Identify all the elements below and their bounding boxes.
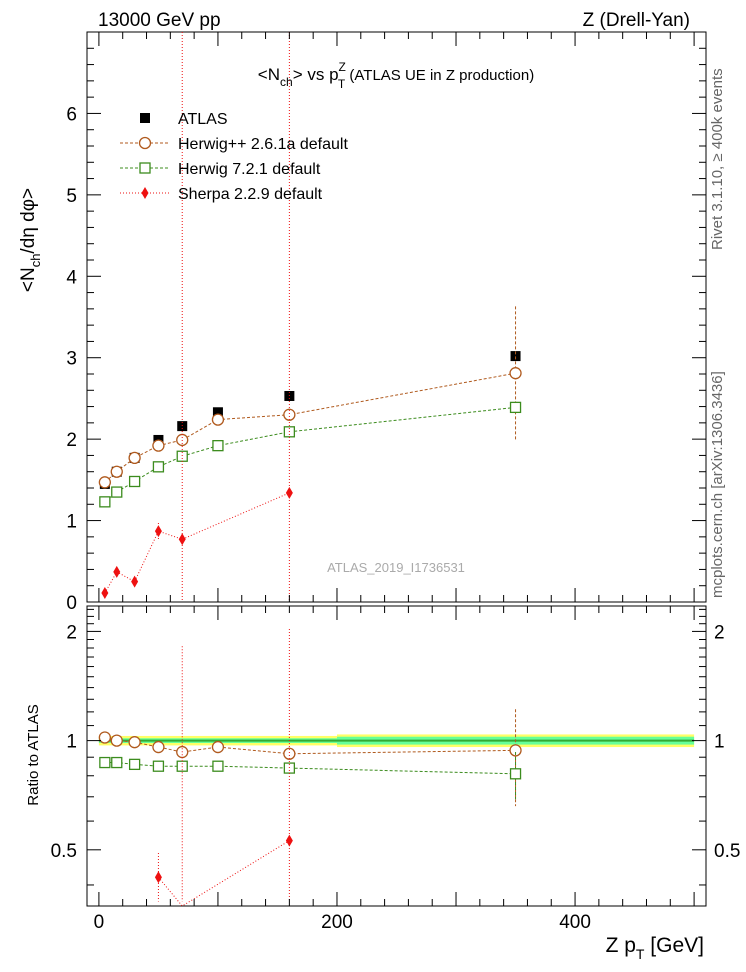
series-line-2 (104, 406, 516, 503)
ratio-ticks: 0 200 400 0.5 0.5 1 1 2 2 (51, 606, 740, 933)
ratio-point (128, 758, 141, 771)
data-point (113, 565, 121, 578)
y-axis-label: <Nch/dη dφ> (18, 188, 43, 292)
data-point (101, 587, 109, 600)
data-point (111, 486, 123, 498)
legend-marker (141, 187, 149, 199)
data-point (177, 421, 188, 432)
data-point (178, 533, 186, 546)
data-point (285, 486, 293, 499)
y-tick-label: 2 (66, 430, 77, 451)
data-point (131, 575, 139, 588)
ratio-layer (98, 629, 695, 907)
main-frame (86, 31, 707, 603)
legend-label: Herwig++ 2.6.1a default (178, 136, 348, 153)
ratio-tick-label-right: 2 (714, 622, 725, 643)
series-line-1 (104, 372, 516, 483)
data-point (110, 465, 123, 478)
watermark: ATLAS_2019_I1736531 (327, 560, 465, 575)
y-tick-label: 5 (66, 186, 77, 207)
chart-title: <Nch> vs pZ T (ATLAS UE in Z production) (258, 60, 534, 91)
ratio-point (98, 731, 112, 744)
data-point (98, 476, 112, 489)
ratio-point (152, 760, 165, 772)
ratio-point (152, 740, 165, 754)
y-tick-label: 0 (66, 593, 77, 614)
data-point (152, 461, 165, 473)
ratio-tick-label: 1 (66, 732, 77, 753)
mcplots-label: mcplots.cern.ch [arXiv:1306.3436] (709, 371, 726, 598)
rivet-label: Rivet 3.1.10, ≥ 400k events (709, 68, 726, 250)
ratio-point (509, 744, 522, 757)
data-point (510, 351, 521, 362)
y-tick-label: 3 (66, 349, 77, 370)
ratio-line-2 (158, 840, 290, 907)
data-point (128, 451, 141, 465)
data-point (154, 525, 162, 538)
legend-label: Herwig 7.2.1 default (178, 161, 321, 178)
ratio-point (212, 760, 224, 772)
ratio-y-label: Ratio to ATLAS (25, 704, 42, 805)
x-tick-label: 400 (559, 912, 591, 933)
x-tick-label: 0 (94, 912, 105, 933)
ratio-frame (86, 605, 707, 907)
legend-label: Sherpa 2.2.9 default (178, 186, 323, 203)
y-tick-label: 4 (66, 267, 77, 288)
x-axis-label: Z pT [GeV] (606, 934, 704, 962)
legend-marker (138, 136, 152, 150)
y-tick-label: 1 (66, 512, 77, 533)
data-point (509, 367, 522, 380)
data-point (128, 475, 141, 488)
ratio-point (154, 871, 162, 884)
ratio-point (128, 736, 141, 749)
main-layer (98, 32, 522, 602)
data-point (152, 439, 165, 452)
legend-marker (139, 162, 151, 174)
ratio-point (285, 834, 293, 847)
ratio-tick-label: 0.5 (51, 841, 77, 862)
data-point (99, 496, 111, 508)
ratio-panel: 0 200 400 0.5 0.5 1 1 2 2 Ratio to ATLAS Z pT [G… (25, 605, 740, 962)
main-ticks: 0 1 2 3 4 5 6 (66, 32, 706, 614)
data-point (283, 408, 296, 421)
ratio-point (509, 768, 522, 780)
data-point (212, 440, 224, 452)
main-panel: 0 1 2 3 4 5 6 <Nch> vs pZ T (ATLAS UE in Z prod… (18, 31, 707, 614)
ratio-line-1 (104, 762, 516, 775)
header-right: Z (Drell-Yan) (583, 10, 690, 31)
ratio-point (99, 756, 111, 769)
data-point (212, 407, 223, 418)
data-point (211, 413, 225, 426)
data-point (509, 401, 522, 414)
y-tick-label: 6 (66, 104, 77, 125)
series-line-3 (104, 492, 290, 594)
ratio-tick-label-right: 1 (714, 732, 725, 753)
legend-label: ATLAS (178, 111, 228, 128)
legend: ATLAS Herwig++ 2.6.1a default Herwig 7.2.1… (120, 111, 348, 203)
ratio-point (283, 747, 296, 760)
ratio-point (110, 734, 123, 747)
ratio-tick-label-right: 0.5 (714, 841, 740, 862)
x-tick-label: 200 (321, 912, 353, 933)
ratio-point (211, 740, 225, 754)
ratio-point (111, 756, 123, 769)
legend-marker (140, 113, 150, 123)
header-left: 13000 GeV pp (98, 10, 221, 31)
ratio-tick-label: 2 (66, 622, 77, 643)
